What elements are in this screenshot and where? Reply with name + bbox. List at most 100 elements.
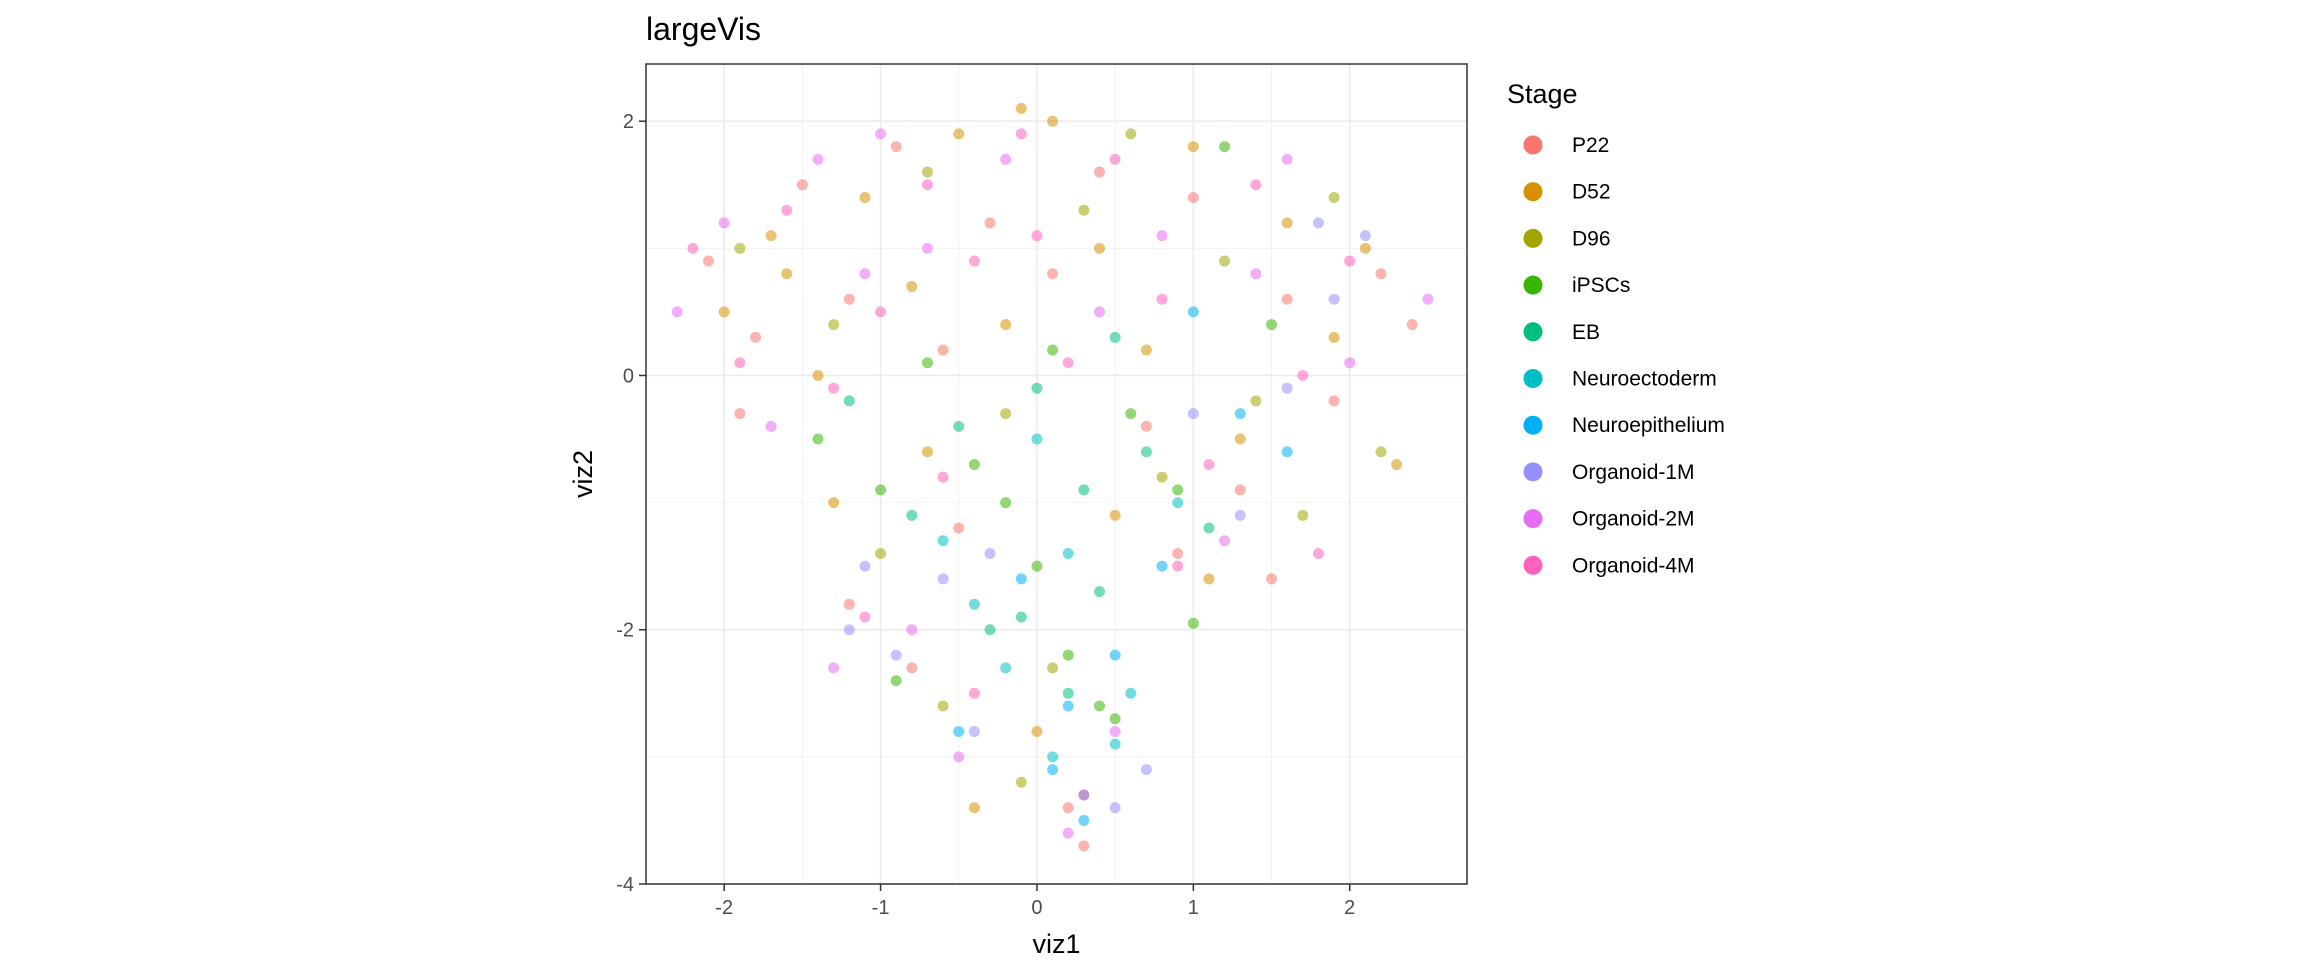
point-d52: [1140, 344, 1152, 356]
point-p22: [734, 408, 746, 420]
point-organoid-1m: [1281, 382, 1293, 394]
point-organoid-2m: [1109, 725, 1121, 737]
point-organoid-4m: [921, 179, 933, 191]
point-eb: [984, 624, 996, 636]
point-ipscs: [968, 458, 980, 470]
point-organoid-4m: [968, 255, 980, 267]
point-organoid-2m: [921, 242, 933, 254]
point-organoid-4m: [1015, 128, 1027, 140]
minor-gridlines: [646, 64, 1467, 884]
point-d52: [781, 268, 793, 280]
point-d52: [1203, 573, 1215, 585]
point-organoid-4m: [875, 306, 887, 318]
y-axis: 2 0 -2 -4: [616, 111, 646, 896]
point-neuroectoderm: [937, 535, 949, 547]
point-ipscs: [921, 357, 933, 369]
point-d52: [1187, 141, 1199, 153]
y-tick-label: -2: [616, 620, 634, 642]
point-organoid-1m: [859, 560, 871, 572]
point-organoid-4m: [781, 204, 793, 216]
point-ipscs: [1219, 141, 1231, 153]
point-p22: [1234, 484, 1246, 496]
point-organoid-1m: [984, 547, 996, 559]
point-organoid-4m: [1172, 560, 1184, 572]
point-p22: [749, 331, 761, 343]
plot-panel-background: [646, 64, 1467, 884]
point-organoid-4m: [1156, 293, 1168, 305]
point-eb: [906, 509, 918, 521]
point-ipscs: [1172, 484, 1184, 496]
point-ipscs: [1000, 497, 1012, 509]
point-organoid-2m: [1281, 153, 1293, 165]
point-organoid-2m: [828, 662, 840, 674]
y-tick-label: -4: [616, 874, 634, 896]
legend-key: [1523, 228, 1543, 248]
y-axis-title: viz2: [568, 450, 598, 498]
point-d52: [1359, 242, 1371, 254]
legend-label: Neuroepithelium: [1572, 414, 1725, 437]
point-ipscs: [1062, 649, 1074, 661]
point-ipscs: [1094, 700, 1105, 712]
point-organoid-2m: [765, 420, 777, 432]
legend-title: Stage: [1507, 79, 1578, 109]
point-d96: [1047, 662, 1059, 674]
point-p22: [937, 344, 949, 356]
point-d52: [968, 802, 980, 814]
point-p22: [1047, 268, 1059, 280]
x-axis-title: viz1: [1032, 929, 1080, 959]
point-p22: [1266, 573, 1278, 585]
point-organoid-1m: [968, 725, 980, 737]
legend-key: [1523, 462, 1543, 482]
data-points: [671, 103, 1434, 852]
point-neuroectoderm: [1031, 433, 1043, 445]
point-organoid-2m: [671, 306, 683, 318]
point-neuroectoderm: [1047, 751, 1059, 763]
point-p22: [843, 293, 855, 305]
point-neuroepithelium: [1062, 700, 1074, 712]
point-organoid-2m: [1219, 535, 1231, 547]
point-p22: [1328, 395, 1340, 407]
point-d52: [906, 280, 918, 292]
point-neuroepithelium: [1281, 446, 1293, 458]
point-organoid-4m: [1078, 789, 1090, 801]
point-organoid-1m: [1187, 408, 1199, 420]
point-d52: [1031, 725, 1043, 737]
point-organoid-1m: [1312, 217, 1324, 229]
x-tick-label: -1: [872, 897, 890, 919]
point-d96: [1156, 471, 1168, 483]
point-neuroectoderm: [1125, 687, 1137, 699]
point-d52: [1234, 433, 1246, 445]
point-ipscs: [1047, 344, 1059, 356]
point-neuroectoderm: [1062, 547, 1074, 559]
point-d96: [1375, 446, 1387, 458]
point-eb: [953, 420, 965, 432]
point-d96: [1078, 204, 1090, 216]
point-d96: [1219, 255, 1231, 267]
point-d52: [1000, 319, 1012, 331]
point-organoid-2m: [859, 268, 871, 280]
point-p22: [1062, 802, 1074, 814]
point-eb: [1140, 446, 1152, 458]
point-organoid-2m: [718, 217, 730, 229]
point-p22: [1078, 840, 1090, 852]
point-organoid-4m: [734, 357, 746, 369]
point-neuroepithelium: [1047, 764, 1059, 776]
point-d52: [953, 128, 965, 140]
point-organoid-4m: [1297, 369, 1309, 381]
point-ipscs: [875, 484, 887, 496]
y-tick-label: 0: [623, 365, 634, 387]
point-neuroepithelium: [1078, 814, 1090, 826]
point-organoid-4m: [828, 382, 840, 394]
legend-key: [1523, 322, 1543, 342]
point-organoid-2m: [875, 128, 887, 140]
point-organoid-2m: [1250, 268, 1262, 280]
point-d52: [828, 497, 840, 509]
point-neuroectoderm: [1000, 662, 1012, 674]
plot-panel: [645, 63, 1468, 885]
y-tick-label: 2: [623, 111, 634, 133]
point-p22: [1375, 268, 1387, 280]
point-p22: [1172, 547, 1184, 559]
point-organoid-2m: [812, 153, 824, 165]
legend-key: [1523, 182, 1543, 202]
